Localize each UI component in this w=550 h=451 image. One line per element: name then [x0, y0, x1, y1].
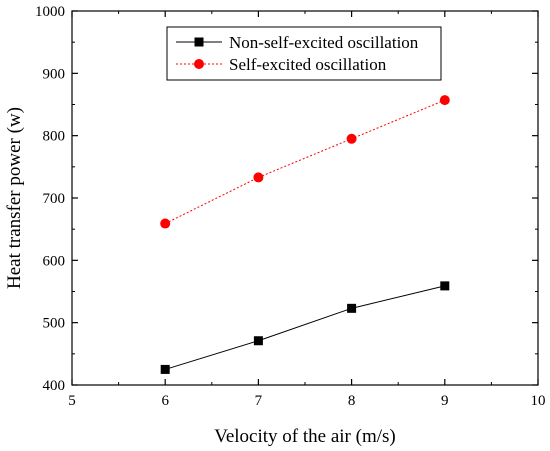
legend-label: Self-excited oscillation	[229, 55, 387, 74]
data-point-square	[440, 281, 450, 291]
data-point-circle	[253, 172, 264, 183]
data-point-square	[253, 336, 263, 346]
y-tick-label: 1000	[35, 4, 65, 20]
data-point-circle-legend	[194, 59, 204, 69]
x-axis-title: Velocity of the air (m/s)	[214, 426, 396, 447]
y-tick-label: 800	[43, 129, 66, 145]
series-line	[164, 99, 445, 225]
x-tick-label: 5	[68, 393, 76, 409]
y-tick-label: 500	[43, 316, 66, 332]
series-line	[165, 285, 445, 370]
legend-box	[166, 26, 442, 81]
data-point-circle	[346, 133, 357, 144]
legend-entry: Self-excited oscillation	[176, 55, 387, 74]
y-tick-label: 900	[43, 66, 66, 82]
x-tick-label: 10	[531, 393, 546, 409]
y-tick-label: 600	[43, 253, 66, 269]
ticks-layer: 5 6 7 8 9 10 400 500 600 700 800 900 1000	[35, 4, 546, 409]
x-tick-label: 6	[161, 393, 169, 409]
legend-entry: Non-self-excited oscillation	[176, 33, 419, 52]
data-point-circle	[160, 218, 171, 229]
data-point-square	[160, 364, 170, 374]
data-point-circle	[439, 95, 450, 106]
legend-label: Non-self-excited oscillation	[229, 33, 419, 52]
series-0	[160, 281, 450, 374]
x-tick-label: 7	[255, 393, 263, 409]
data-point-square-legend	[194, 37, 204, 47]
series-1	[160, 95, 450, 229]
y-tick-label: 400	[43, 378, 66, 394]
series-layer	[160, 95, 450, 374]
legend: Non-self-excited oscillation Self-excited…	[166, 26, 442, 81]
legend-entries: Non-self-excited oscillation Self-excited…	[176, 33, 419, 74]
x-tick-label: 8	[348, 393, 356, 409]
data-point-square	[347, 303, 357, 313]
x-tick-label: 9	[441, 393, 449, 409]
y-axis-title: Heat transfer power (w)	[4, 107, 25, 289]
y-tick-label: 700	[43, 191, 66, 207]
